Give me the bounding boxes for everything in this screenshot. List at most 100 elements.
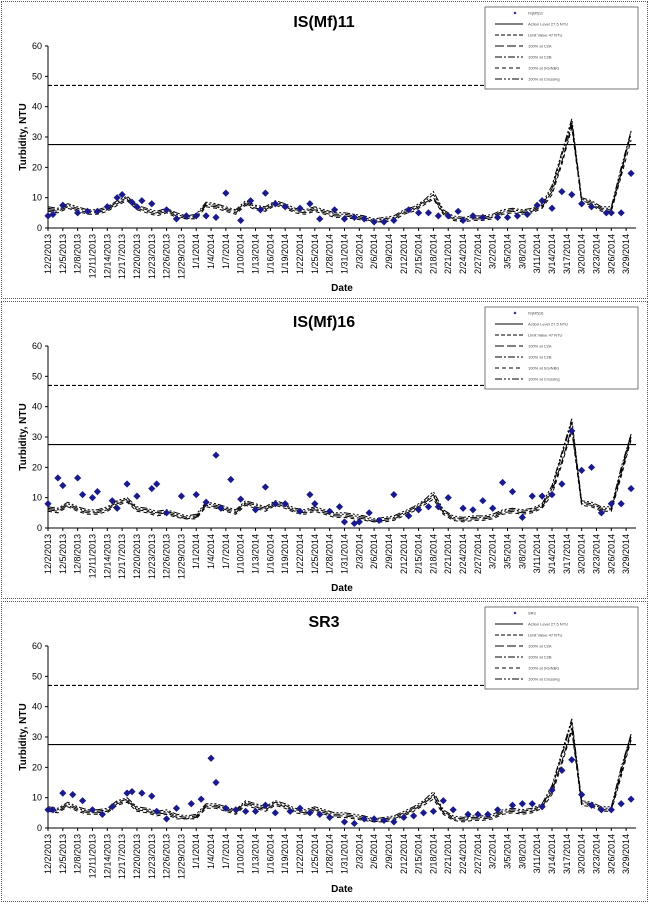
data-point bbox=[212, 213, 220, 221]
chart-3-svg: SR3 0 10 20 30 40 50 60 12/2/2013 12/5/2013 12/8/2… bbox=[18, 606, 639, 895]
x-tick-label: 12/26/2013 bbox=[162, 534, 172, 579]
x-tick-label: 12/20/2013 bbox=[132, 834, 142, 879]
data-point bbox=[123, 480, 131, 488]
x-tick-label: 12/8/2013 bbox=[73, 834, 83, 874]
x-tick-label: 12/26/2013 bbox=[162, 834, 172, 879]
x-tick-label: 12/8/2013 bbox=[73, 534, 83, 574]
data-point bbox=[424, 209, 433, 217]
data-point bbox=[617, 209, 625, 217]
data-point bbox=[69, 791, 77, 799]
x-tick-label: 2/12/2014 bbox=[399, 834, 409, 874]
data-point bbox=[607, 500, 615, 508]
data-point bbox=[454, 207, 462, 215]
x-tick-label: 1/1/2014 bbox=[191, 834, 201, 869]
chart-2-svg: IS(Mf)16 0 10 20 30 40 50 60 12/2/2013 12/5/2013 1… bbox=[18, 306, 639, 594]
x-tick-label: 1/31/2014 bbox=[339, 234, 349, 274]
y-tick-label: 60 bbox=[32, 641, 42, 651]
data-point bbox=[59, 481, 67, 490]
legend-entry: IS(Mf)11 bbox=[528, 11, 544, 16]
x-tick-label: 12/26/2013 bbox=[162, 234, 172, 279]
y-tick-label: 30 bbox=[32, 732, 42, 742]
data-point bbox=[108, 497, 116, 505]
data-point bbox=[78, 491, 87, 499]
x-tick-label: 2/6/2014 bbox=[369, 234, 379, 269]
data-point bbox=[627, 484, 635, 493]
legend-box bbox=[484, 606, 639, 690]
data-point bbox=[113, 504, 121, 512]
x-tick-label: 2/3/2014 bbox=[354, 834, 364, 869]
data-point bbox=[330, 206, 339, 214]
data-point bbox=[212, 451, 220, 459]
legend-entry: 100% at C2B bbox=[528, 55, 552, 60]
data-point bbox=[449, 806, 457, 814]
data-point bbox=[271, 809, 279, 817]
x-tick-label: 12/11/2013 bbox=[87, 834, 97, 878]
data-point bbox=[202, 212, 210, 220]
data-point bbox=[607, 806, 615, 814]
legend-entry: 100% at SG/NBG bbox=[528, 66, 559, 71]
data-point bbox=[340, 818, 349, 826]
y-tick-label: 10 bbox=[32, 793, 42, 803]
data-point bbox=[207, 754, 215, 762]
data-point bbox=[306, 491, 314, 499]
data-point bbox=[148, 200, 156, 208]
x-tick-label: 1/13/2014 bbox=[251, 834, 261, 874]
data-point bbox=[528, 492, 536, 500]
data-point bbox=[503, 213, 512, 221]
x-tick-label: 1/22/2014 bbox=[295, 234, 305, 274]
data-point bbox=[54, 474, 62, 482]
series-line-100-at-c2b bbox=[47, 121, 632, 221]
x-tick-label: 3/14/2014 bbox=[547, 234, 557, 274]
data-point bbox=[212, 778, 220, 787]
x-tick-label: 12/5/2013 bbox=[58, 234, 68, 274]
data-point bbox=[256, 206, 265, 214]
data-point bbox=[444, 212, 452, 220]
data-point bbox=[93, 488, 102, 496]
y-tick-label: 20 bbox=[32, 162, 42, 172]
series-line-100-at-c2a bbox=[47, 727, 632, 823]
x-tick-label: 12/29/2013 bbox=[176, 534, 186, 579]
x-tick-label: 2/18/2014 bbox=[428, 834, 438, 874]
x-tick-label: 1/31/2014 bbox=[339, 834, 349, 874]
y-tick-label: 40 bbox=[32, 102, 42, 112]
data-point bbox=[59, 789, 67, 797]
y-tick-label: 10 bbox=[32, 193, 42, 203]
data-point bbox=[172, 215, 181, 223]
x-tick-label: 2/15/2014 bbox=[414, 534, 424, 574]
x-tick-label: 12/14/2013 bbox=[102, 534, 112, 579]
y-tick-label: 20 bbox=[32, 762, 42, 772]
x-tick-label: 3/20/2014 bbox=[577, 534, 587, 574]
data-point bbox=[405, 206, 413, 214]
y-tick-label: 50 bbox=[32, 671, 42, 681]
legend-box bbox=[484, 306, 639, 390]
legend-marker bbox=[513, 11, 517, 15]
data-point bbox=[281, 203, 289, 211]
x-tick-label: 1/1/2014 bbox=[191, 534, 201, 569]
x-tick-label: 2/12/2014 bbox=[399, 534, 409, 574]
data-point bbox=[617, 500, 625, 508]
x-tick-label: 1/19/2014 bbox=[280, 834, 290, 874]
x-tick-label: 2/6/2014 bbox=[369, 534, 379, 569]
x-tick-label: 2/24/2014 bbox=[458, 234, 468, 274]
y-tick-label: 40 bbox=[32, 702, 42, 712]
data-point bbox=[153, 807, 161, 815]
data-point bbox=[340, 518, 349, 526]
legend-entry: Limit Value 47 NTU bbox=[528, 333, 562, 338]
x-tick-label: 2/27/2014 bbox=[473, 534, 483, 574]
legend-entry: Action Level 27.5 NTU bbox=[528, 322, 568, 327]
x-tick-label: 12/23/2013 bbox=[147, 834, 157, 879]
data-point bbox=[390, 491, 398, 499]
series-line-100-at-crossing bbox=[47, 718, 632, 820]
data-point bbox=[429, 807, 438, 815]
x-tick-label: 12/2/2013 bbox=[43, 834, 53, 874]
data-point bbox=[138, 197, 146, 205]
data-point bbox=[326, 813, 334, 821]
x-tick-label: 12/23/2013 bbox=[147, 234, 157, 279]
y-tick-label: 50 bbox=[32, 371, 42, 381]
x-tick-label: 1/10/2014 bbox=[236, 834, 246, 874]
x-tick-label: 1/19/2014 bbox=[280, 234, 290, 274]
x-tick-label: 3/26/2014 bbox=[606, 834, 616, 874]
data-point bbox=[197, 795, 205, 803]
data-point bbox=[434, 503, 442, 511]
data-point bbox=[271, 500, 279, 508]
